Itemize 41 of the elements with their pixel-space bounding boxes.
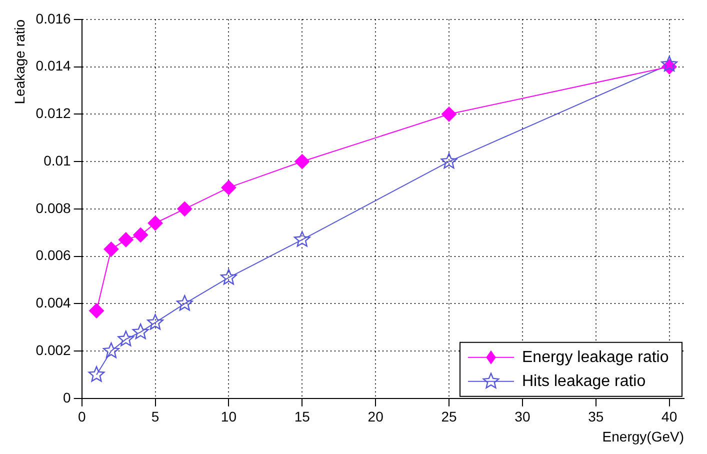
point (89, 303, 104, 318)
x-tick-label: 30 (514, 408, 530, 425)
point (176, 295, 193, 311)
y-tick-label: 0.016 (36, 10, 72, 26)
y-axis-title: Leakage ratio (11, 19, 28, 104)
point (133, 227, 148, 242)
point (294, 231, 310, 247)
y-tick-label: 0 (63, 389, 72, 406)
point (132, 323, 149, 340)
y-tick-label: 0.012 (36, 105, 72, 122)
point (103, 342, 120, 358)
point (440, 152, 458, 169)
point (661, 56, 678, 72)
y-tick-label: 0.002 (36, 342, 72, 358)
y-tick-label: 0.01 (44, 152, 72, 168)
y-tick-label: 0.014 (36, 58, 72, 74)
point (220, 268, 237, 285)
x-axis-title: Energy(GeV) (602, 428, 684, 444)
point (118, 232, 134, 248)
x-tick-label: 35 (588, 408, 604, 425)
point (442, 106, 457, 122)
y-tick-label: 0.004 (36, 294, 72, 311)
x-tick-label: 20 (368, 408, 384, 425)
x-tick-label: 0 (78, 408, 86, 425)
point (118, 330, 134, 346)
point (294, 154, 310, 170)
point (177, 201, 192, 216)
legend-label: Hits leakage ratio (522, 372, 646, 390)
x-tick-label: 40 (662, 408, 678, 425)
point (104, 242, 119, 257)
point (148, 216, 163, 231)
legend-label: Energy leakage ratio (522, 348, 669, 366)
point (221, 180, 236, 196)
x-tick-label: 15 (294, 408, 310, 425)
point (88, 366, 105, 382)
x-tick-label: 25 (441, 408, 458, 425)
y-tick-label: 0.006 (36, 247, 72, 264)
x-tick-label: 5 (151, 408, 160, 425)
point (147, 314, 164, 330)
x-tick-label: 10 (220, 408, 237, 425)
y-tick-label: 0.008 (36, 200, 72, 216)
